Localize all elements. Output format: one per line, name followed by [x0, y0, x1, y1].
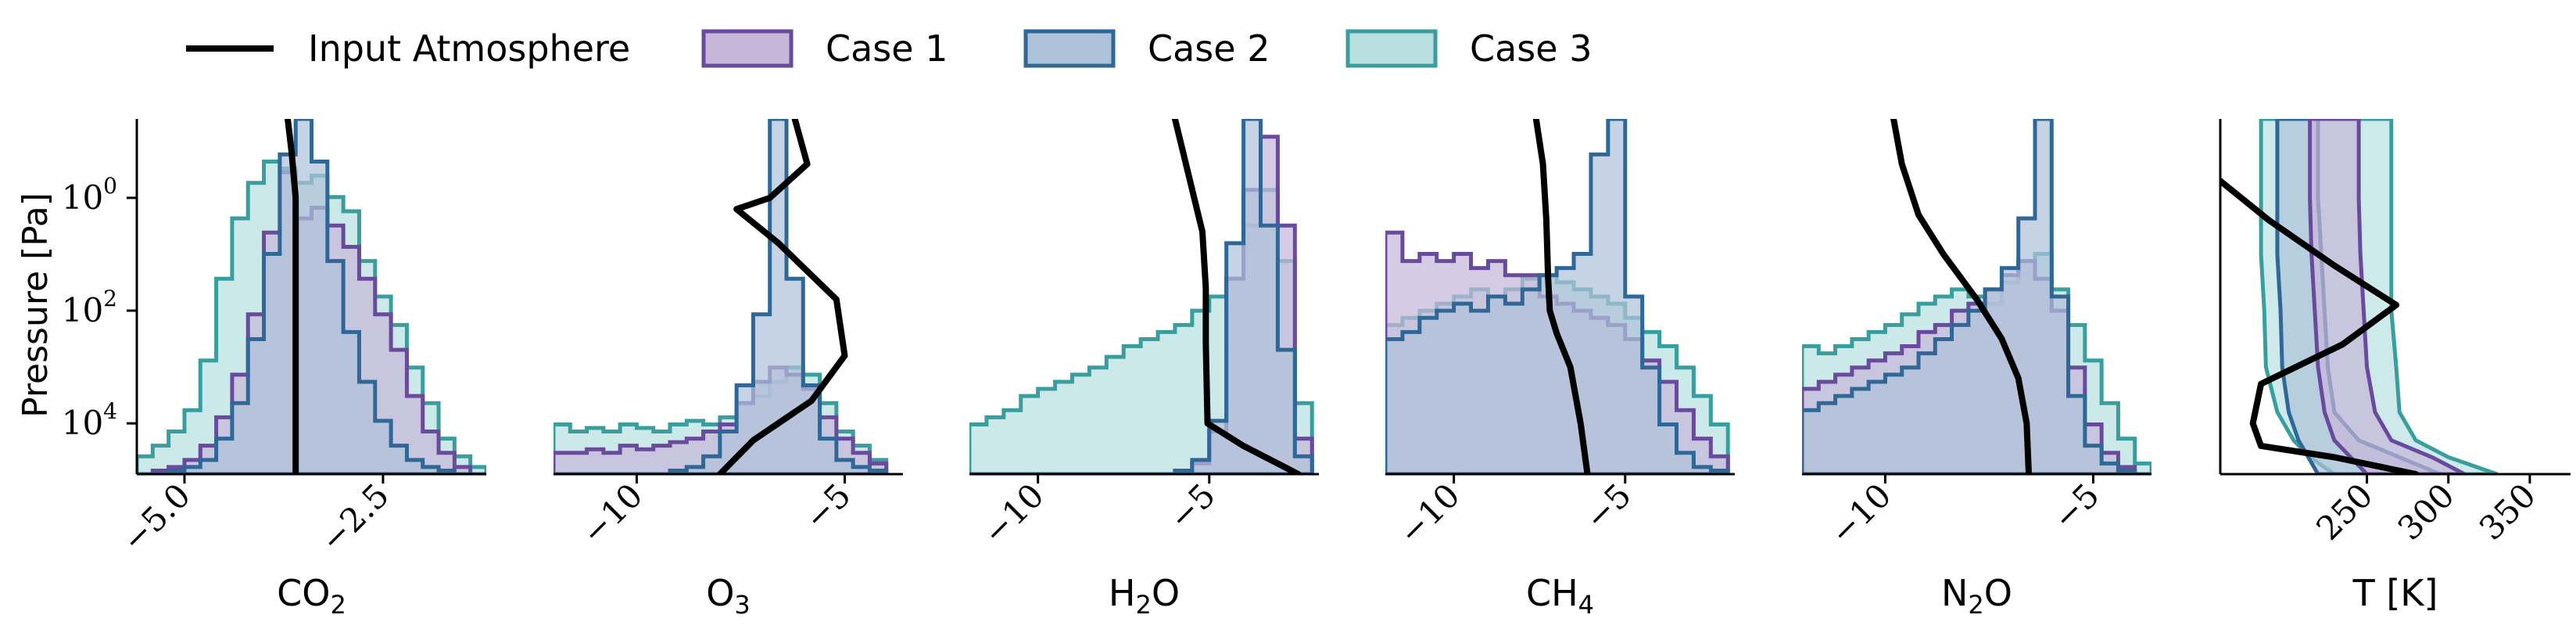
plot-area [137, 119, 486, 474]
input-atmosphere-profile [1171, 119, 1302, 474]
x-tick-label: −10 [1822, 476, 1898, 552]
legend-entry-1: Case 1 [701, 27, 948, 70]
panel-5: 250 300 350 T [K] [2219, 119, 2571, 614]
x-axis-label: CO2 [277, 572, 346, 620]
y-tick-label: 102 [62, 286, 117, 329]
x-tick-label: 300 [2390, 476, 2461, 547]
plot-area [1802, 119, 2151, 474]
legend-entry-2: Case 2 [1023, 27, 1270, 70]
x-tick-label: −5 [1161, 476, 1222, 537]
input-atmosphere-profile [2220, 178, 2420, 474]
x-axis-label: N2O [1941, 572, 2012, 620]
panel-2: −10 −5 H2O [969, 119, 1319, 620]
histogram-case2 [969, 119, 1314, 474]
input-atmosphere-profile [1532, 119, 1591, 474]
legend-label: Case 2 [1148, 27, 1270, 70]
x-tick-label: 250 [2309, 476, 2380, 547]
x-tick-label: −2.5 [313, 476, 396, 559]
legend-entry-3: Case 3 [1345, 27, 1592, 70]
plot-area [2220, 119, 2499, 474]
x-tick-label: −10 [1391, 476, 1467, 552]
x-tick-label: −5 [1577, 476, 1638, 537]
x-tick-label: 350 [2472, 476, 2543, 547]
x-tick-label: −10 [975, 476, 1051, 552]
y-axis-label: Pressure [Pa] [16, 192, 56, 418]
panel-1: −10 −5 O3 [554, 119, 903, 620]
y-axis-ticks: 100 102 104 [62, 173, 137, 442]
panel-3: −10 −5 CH4 [1385, 119, 1735, 620]
legend: Input Atmosphere Case 1 Case 2 Case 3 [186, 27, 1592, 70]
x-axis-label: T [K] [2352, 572, 2438, 614]
legend-label: Input Atmosphere [308, 27, 630, 70]
legend-patch-swatch [701, 29, 794, 68]
x-axis-label: H2O [1109, 572, 1180, 620]
legend-label: Case 3 [1470, 27, 1592, 70]
input-atmosphere-profile [285, 119, 299, 474]
legend-label: Case 1 [826, 27, 948, 70]
histogram-case2 [1385, 119, 1730, 474]
y-tick-label: 104 [62, 398, 117, 442]
band-case1 [2308, 119, 2466, 474]
histogram-case2 [137, 119, 486, 474]
x-tick-label: −5 [2045, 476, 2106, 537]
histogram-case2 [554, 119, 889, 474]
legend-entry-0: Input Atmosphere [186, 27, 630, 70]
panel-4: −10 −5 N2O [1802, 119, 2151, 620]
panels: 100 102 104 −5.0 −2.5 CO2 −10 −5 O3 −10 −5 H2O −10 −5… [62, 119, 2571, 620]
x-axis-label: O3 [706, 572, 751, 620]
plot-area [1385, 119, 1730, 474]
plot-area [969, 119, 1314, 474]
input-atmosphere-profile [1890, 119, 2033, 474]
x-tick-label: −10 [574, 476, 650, 552]
x-tick-label: −5 [797, 476, 858, 537]
y-tick-label: 100 [62, 173, 117, 217]
legend-patch-swatch [1023, 29, 1116, 68]
histogram-case2 [1802, 119, 2151, 474]
input-atmosphere-profile [716, 119, 848, 474]
x-axis-label: CH4 [1526, 572, 1594, 620]
x-tick-label: −5.0 [114, 476, 198, 559]
plot-area [554, 119, 889, 474]
panel-0: −5.0 −2.5 CO2 [114, 119, 486, 620]
legend-patch-swatch [1345, 29, 1438, 68]
